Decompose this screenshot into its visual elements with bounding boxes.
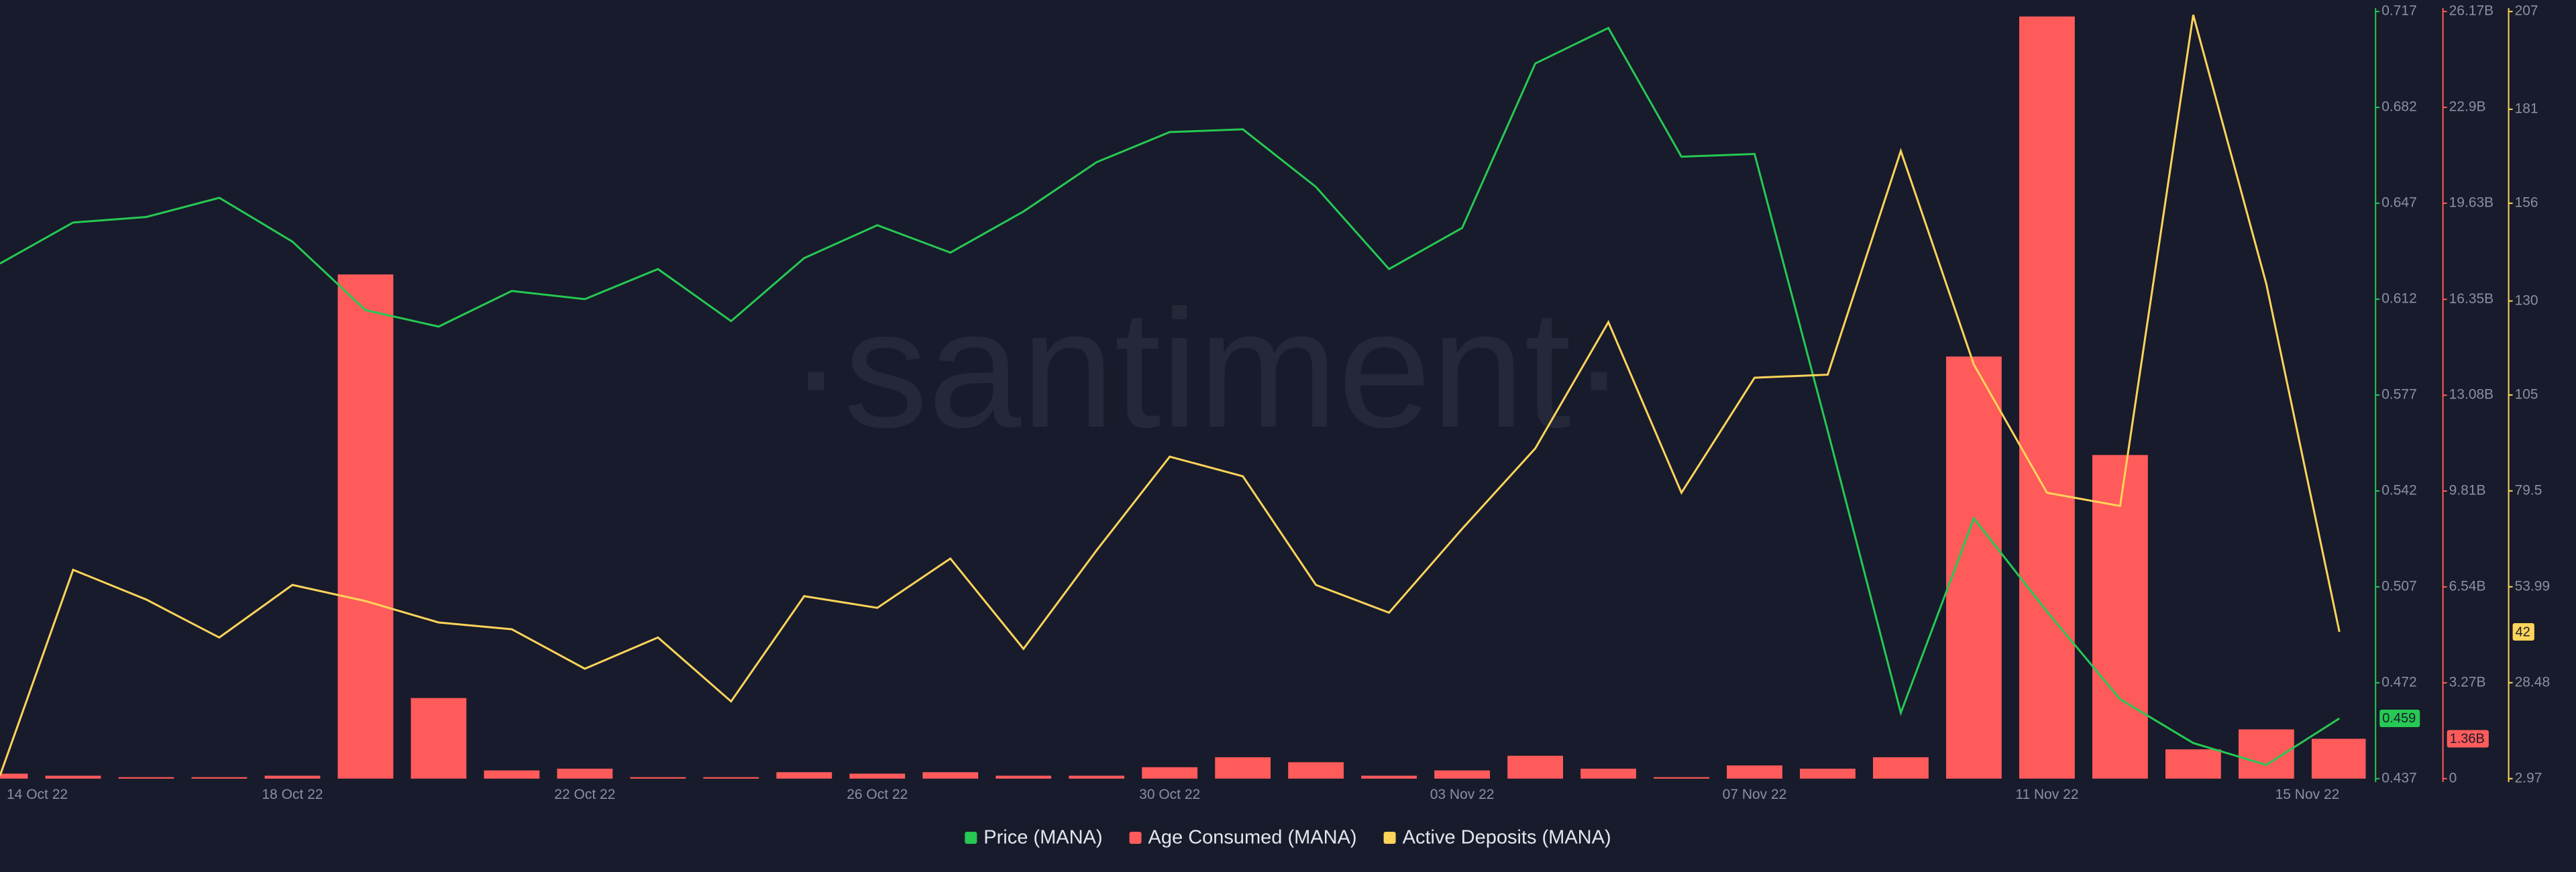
x-tick-label: 15 Nov 22 (2275, 787, 2340, 802)
value-badge: 42 (2512, 623, 2534, 641)
y-tick-label: 0.577 (2381, 387, 2417, 402)
bar (1507, 755, 1563, 779)
y-tick-label: 3.27B (2449, 674, 2486, 690)
y-tick-label: 0 (2449, 770, 2457, 785)
y-tick-label: 0.682 (2381, 99, 2417, 115)
legend-swatch (965, 831, 977, 844)
bar (45, 775, 101, 779)
legend: Price (MANA) Age Consumed (MANA) Active De… (965, 827, 1611, 849)
bar (703, 777, 759, 779)
bar (2238, 729, 2294, 779)
badge-label: 0.459 (2382, 711, 2416, 726)
bar (1654, 777, 1709, 779)
bar (411, 698, 467, 779)
y-tick-label: 181 (2515, 101, 2538, 116)
x-tick-label: 07 Nov 22 (1723, 787, 1787, 802)
x-tick-label: 14 Oct 22 (7, 787, 68, 802)
bar (922, 772, 979, 779)
bar (1727, 765, 1782, 779)
bar (337, 274, 394, 779)
bar (1215, 757, 1271, 779)
bar (1800, 768, 1856, 779)
x-tick-label: 22 Oct 22 (554, 787, 615, 802)
badge-label: 42 (2516, 624, 2530, 639)
y-tick-label: 0.542 (2381, 482, 2417, 498)
legend-label: Price (MANA) (983, 827, 1102, 849)
badge-bg (2379, 709, 2420, 727)
y-tick-label: 2.97 (2515, 770, 2542, 785)
legend-label: Active Deposits (MANA) (1403, 827, 1611, 849)
value-badge: 0.459 (2379, 709, 2420, 727)
y-tick-label: 0.507 (2381, 578, 2417, 594)
line (0, 26, 2341, 767)
y-tick-label: 0.612 (2381, 291, 2417, 307)
badge-label: 1.36B (2450, 732, 2485, 747)
bar (484, 770, 540, 779)
x-tick-label: 11 Nov 22 (2015, 787, 2078, 802)
y-tick-label: 0.437 (2381, 770, 2417, 785)
line (0, 14, 2341, 776)
y-tick-label: 156 (2515, 195, 2538, 211)
y-tick-label: 9.81B (2449, 483, 2486, 498)
bar (118, 777, 174, 779)
bar (1434, 770, 1491, 779)
y-tick-label: 130 (2515, 292, 2538, 308)
bar (1580, 768, 1636, 779)
legend-label: Age Consumed (MANA) (1148, 827, 1357, 849)
x-tick-label: 30 Oct 22 (1139, 787, 1200, 802)
y-tick-label: 13.08B (2449, 387, 2494, 402)
y-tick-label: 19.63B (2449, 195, 2494, 210)
x-tick-label: 26 Oct 22 (847, 787, 908, 802)
bar (1873, 757, 1929, 779)
value-badge: 1.36B (2447, 730, 2489, 748)
badge-bg (2447, 730, 2489, 748)
plot-area (0, 14, 2366, 779)
bar (1288, 762, 1344, 779)
bar (557, 768, 613, 779)
x-tick-label: 03 Nov 22 (1430, 787, 1495, 802)
x-tick-label: 18 Oct 22 (262, 787, 323, 802)
bar (776, 772, 833, 779)
y-tick-label: 0.647 (2381, 195, 2417, 211)
bar (630, 777, 686, 779)
legend-swatch (1129, 831, 1142, 844)
y-tick-label: 105 (2515, 386, 2538, 402)
y-tick-label: 6.54B (2449, 579, 2486, 594)
bar (191, 777, 248, 779)
bar (0, 773, 28, 779)
bar (264, 775, 321, 779)
y-tick-label: 53.99 (2515, 578, 2551, 594)
bar (2092, 455, 2148, 779)
bar (2019, 16, 2075, 779)
y-tick-label: 0.472 (2381, 674, 2417, 690)
bar (2165, 749, 2221, 779)
badge-bg (2512, 623, 2534, 641)
y-tick-label: 28.48 (2515, 674, 2551, 690)
y-tick-label: 0.717 (2381, 3, 2417, 19)
bar (849, 773, 906, 779)
y-tick-label: 16.35B (2449, 291, 2494, 307)
bar (1142, 767, 1198, 779)
bar (996, 775, 1052, 779)
bar (1069, 775, 1125, 779)
bar (2311, 739, 2366, 779)
legend-swatch (1383, 831, 1396, 844)
y-tick-label: 79.5 (2515, 482, 2542, 498)
bar (1361, 775, 1417, 779)
y-tick-label: 22.9B (2449, 99, 2486, 115)
y-tick-label: 207 (2515, 3, 2538, 19)
watermark: ·santiment· (788, 275, 1627, 462)
y-tick-label: 26.17B (2449, 3, 2494, 19)
